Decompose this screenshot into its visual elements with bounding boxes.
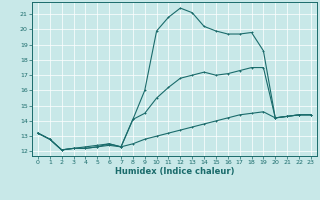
X-axis label: Humidex (Indice chaleur): Humidex (Indice chaleur): [115, 167, 234, 176]
